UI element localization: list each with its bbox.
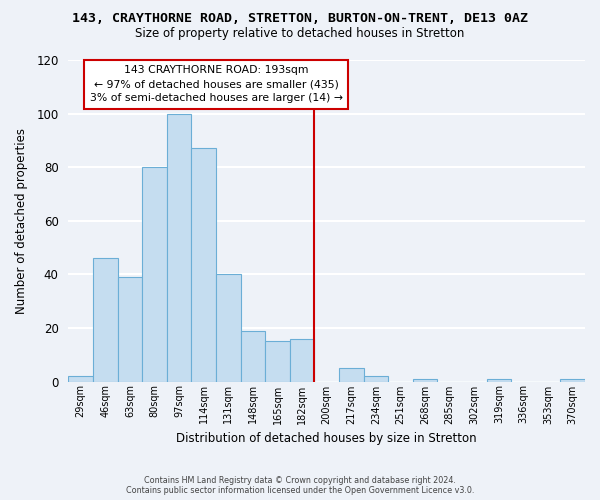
Bar <box>93 258 118 382</box>
Bar <box>364 376 388 382</box>
Y-axis label: Number of detached properties: Number of detached properties <box>15 128 28 314</box>
X-axis label: Distribution of detached houses by size in Stretton: Distribution of detached houses by size … <box>176 432 477 445</box>
Bar <box>265 342 290 382</box>
Bar <box>290 338 314 382</box>
Text: 143, CRAYTHORNE ROAD, STRETTON, BURTON-ON-TRENT, DE13 0AZ: 143, CRAYTHORNE ROAD, STRETTON, BURTON-O… <box>72 12 528 26</box>
Bar <box>339 368 364 382</box>
Bar <box>191 148 216 382</box>
Bar <box>68 376 93 382</box>
Bar <box>142 167 167 382</box>
Text: Size of property relative to detached houses in Stretton: Size of property relative to detached ho… <box>136 28 464 40</box>
Text: 143 CRAYTHORNE ROAD: 193sqm
← 97% of detached houses are smaller (435)
3% of sem: 143 CRAYTHORNE ROAD: 193sqm ← 97% of det… <box>89 66 343 104</box>
Bar <box>241 330 265 382</box>
Text: Contains HM Land Registry data © Crown copyright and database right 2024.
Contai: Contains HM Land Registry data © Crown c… <box>126 476 474 495</box>
Bar <box>118 277 142 382</box>
Bar <box>560 379 585 382</box>
Bar <box>167 114 191 382</box>
Bar <box>216 274 241 382</box>
Bar <box>487 379 511 382</box>
Bar <box>413 379 437 382</box>
